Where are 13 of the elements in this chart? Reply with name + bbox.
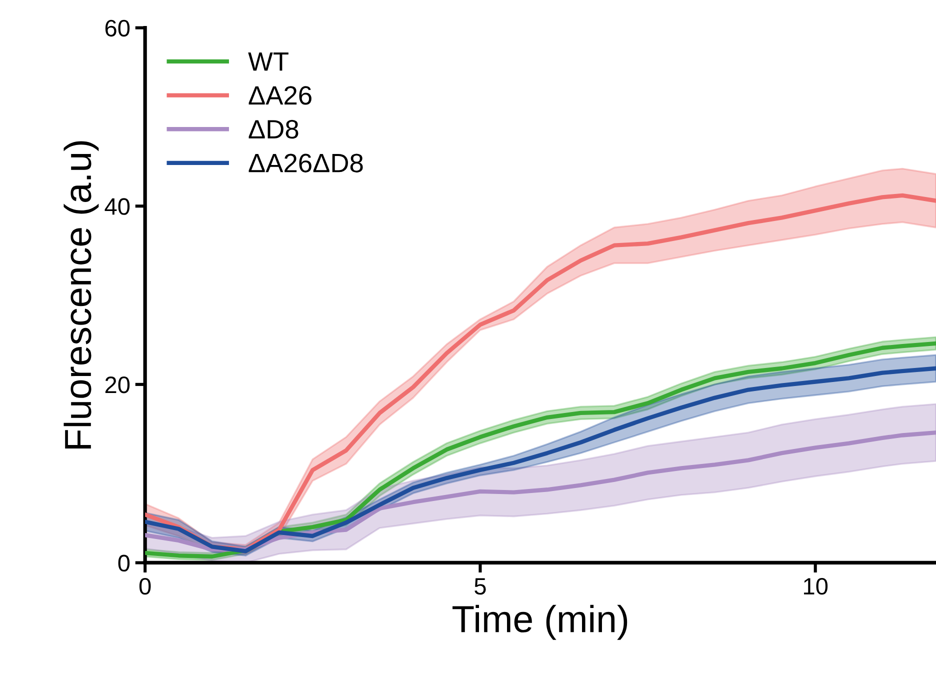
y-tick-label: 60 bbox=[105, 20, 130, 37]
y-tick-label: 20 bbox=[105, 376, 130, 394]
legend-label: ΔA26 bbox=[248, 86, 312, 105]
y-axis-title: Fluorescence (a.u) bbox=[64, 141, 99, 448]
x-tick-label: 10 bbox=[804, 578, 828, 595]
legend-label: WT bbox=[248, 52, 288, 71]
x-tick-label: 5 bbox=[474, 578, 486, 595]
legend-label: ΔD8 bbox=[248, 120, 298, 139]
legend-label: ΔA26ΔD8 bbox=[248, 154, 363, 172]
y-tick-label: 0 bbox=[118, 554, 130, 572]
x-axis-title: Time (min) bbox=[452, 604, 628, 640]
y-tick-label: 40 bbox=[104, 198, 130, 215]
x-tick-label: 0 bbox=[139, 578, 151, 595]
